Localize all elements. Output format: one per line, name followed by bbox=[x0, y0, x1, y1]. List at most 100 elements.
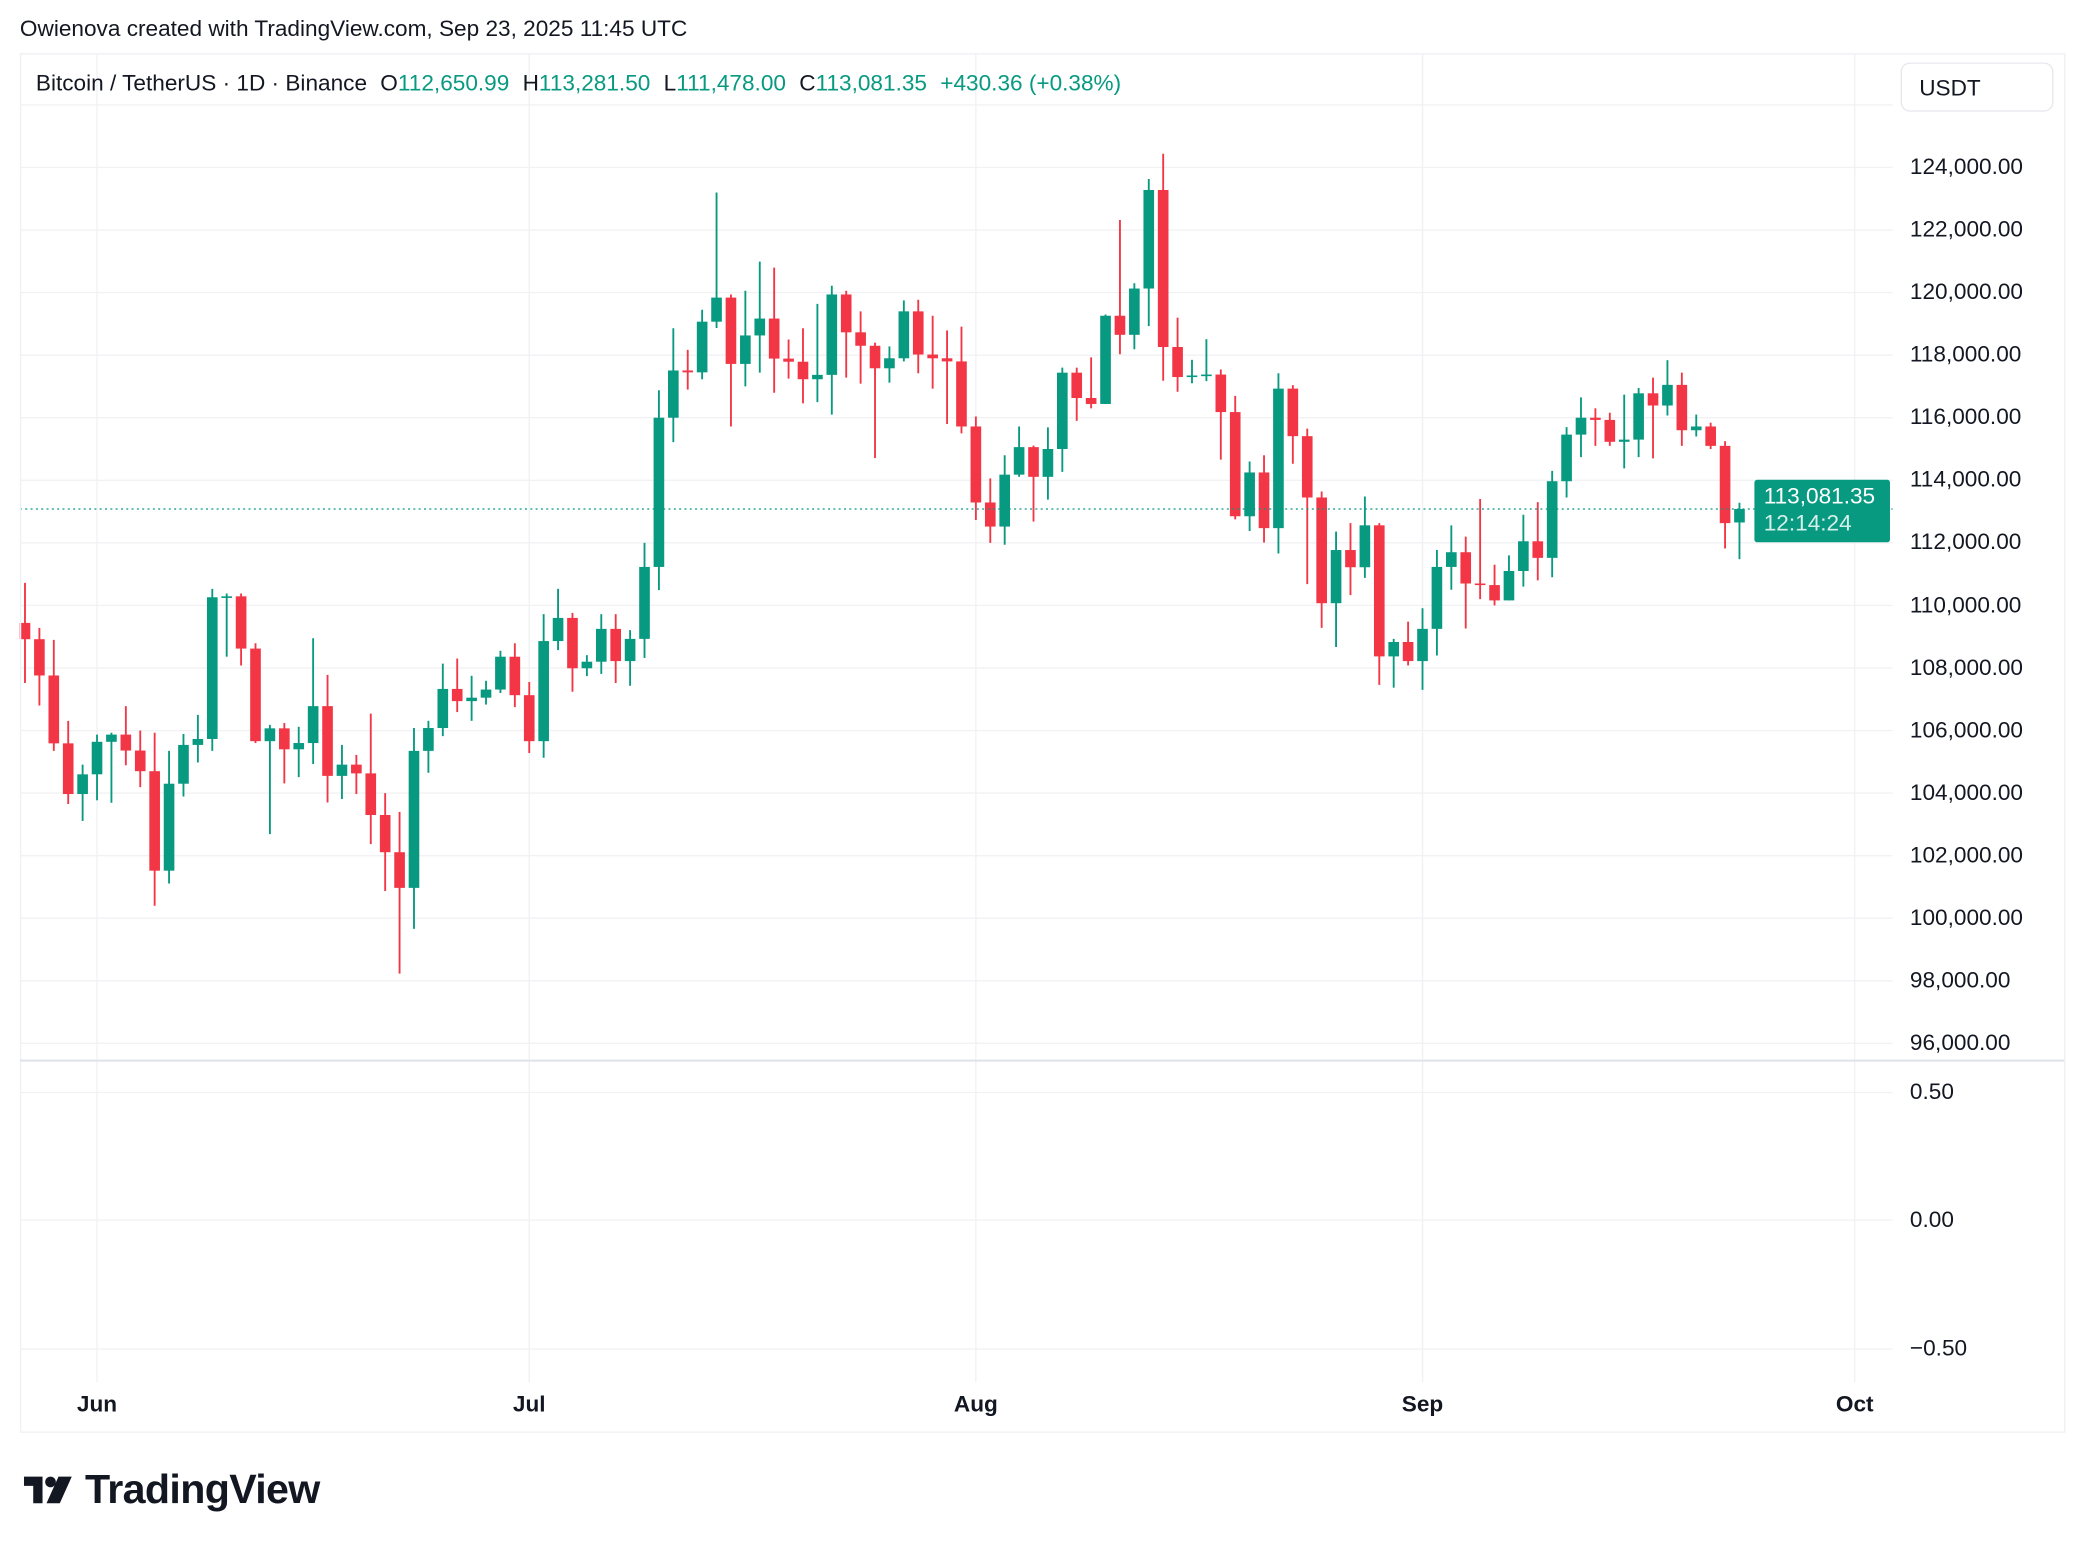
price-axis-label: 112,000.00 bbox=[1909, 529, 2022, 555]
candle-body bbox=[1114, 315, 1126, 335]
candle-down bbox=[523, 682, 535, 754]
candle-body bbox=[1532, 541, 1544, 558]
candle-body bbox=[1561, 434, 1572, 482]
candle-body bbox=[1402, 642, 1414, 662]
indicator-axis-label: 0.50 bbox=[1909, 1079, 1954, 1105]
tradingview-logo[interactable]: TradingView bbox=[23, 1466, 320, 1514]
candle-body bbox=[1676, 384, 1688, 431]
price-axis-label: 116,000.00 bbox=[1909, 404, 2022, 430]
candle-body bbox=[1273, 388, 1284, 529]
candle-down bbox=[797, 328, 809, 404]
candle-down bbox=[394, 811, 405, 974]
chart-frame bbox=[19, 53, 2066, 1433]
candle-up bbox=[1042, 427, 1054, 500]
candle-down bbox=[1676, 372, 1688, 446]
candle-down bbox=[1258, 455, 1270, 543]
candle-body bbox=[639, 566, 650, 639]
candle-up bbox=[163, 750, 175, 884]
candle-up bbox=[884, 346, 895, 383]
candle-down bbox=[970, 416, 982, 521]
candle-body bbox=[1474, 583, 1486, 586]
price-axis-label: 114,000.00 bbox=[1909, 466, 2022, 493]
candle-body bbox=[984, 502, 996, 527]
close-label: C bbox=[799, 70, 816, 96]
candle-down bbox=[1489, 564, 1500, 606]
candle-down bbox=[1590, 408, 1601, 446]
candle-body bbox=[595, 628, 607, 662]
candle-body bbox=[538, 641, 549, 742]
candles bbox=[19, 153, 1745, 974]
candle-down bbox=[1028, 445, 1039, 522]
candle-body bbox=[1373, 525, 1385, 657]
change-value: +430.36 (+0.38%) bbox=[940, 70, 1122, 96]
candle-body bbox=[264, 728, 276, 742]
candle-body bbox=[250, 648, 261, 742]
candle-body bbox=[1546, 481, 1558, 558]
candle-body bbox=[1662, 384, 1673, 406]
candle-body bbox=[1258, 472, 1270, 529]
candle-body bbox=[1129, 288, 1140, 335]
candle-down bbox=[1172, 317, 1183, 392]
candle-body bbox=[1489, 585, 1500, 601]
candle-down bbox=[1604, 412, 1616, 446]
candle-down bbox=[1316, 491, 1327, 628]
candle-body bbox=[754, 318, 766, 336]
candle-body bbox=[1417, 628, 1428, 662]
candle-body bbox=[898, 311, 910, 359]
symbol-title[interactable]: Bitcoin / TetherUS · 1D · Binance bbox=[35, 70, 368, 96]
candle-up bbox=[1143, 179, 1155, 327]
candle-down bbox=[62, 720, 74, 805]
candle-body bbox=[567, 617, 578, 669]
candle-body bbox=[1388, 642, 1400, 657]
candle-up bbox=[1359, 496, 1371, 578]
candle-body bbox=[855, 332, 866, 346]
candle-up bbox=[1690, 414, 1702, 437]
candle-down bbox=[1229, 395, 1241, 520]
candle-body bbox=[912, 311, 924, 355]
candle-down bbox=[610, 614, 622, 683]
candle-body bbox=[581, 661, 593, 669]
candle-down bbox=[351, 754, 362, 795]
candle-body bbox=[279, 728, 290, 750]
candle-up bbox=[1186, 359, 1198, 384]
time-axis-label: Jul bbox=[512, 1391, 546, 1417]
candle-body bbox=[1460, 552, 1472, 584]
candle-up bbox=[293, 726, 305, 778]
candle-body bbox=[134, 750, 146, 772]
candle-up bbox=[423, 720, 434, 773]
candle-down bbox=[1345, 523, 1356, 596]
candle-down bbox=[725, 294, 737, 427]
candle-body bbox=[797, 361, 809, 380]
price-axis-label: 102,000.00 bbox=[1909, 842, 2024, 868]
candle-body bbox=[509, 656, 521, 696]
candle-down bbox=[1474, 499, 1486, 600]
candle-down bbox=[912, 299, 924, 374]
candle-body bbox=[523, 695, 535, 742]
currency-button[interactable]: USDT bbox=[1900, 62, 2054, 112]
candle-body bbox=[163, 783, 175, 871]
candle-down bbox=[19, 582, 31, 683]
candle-up bbox=[1546, 470, 1558, 578]
candle-up bbox=[336, 744, 348, 800]
candle-up bbox=[307, 638, 319, 765]
candle-up bbox=[1431, 550, 1443, 656]
high-label: H bbox=[522, 70, 539, 96]
candle-body bbox=[610, 628, 622, 662]
candle-up bbox=[581, 655, 593, 677]
close-value: 113,081.35 bbox=[815, 70, 927, 96]
candle-body bbox=[336, 764, 348, 776]
candle-body bbox=[1590, 417, 1601, 420]
candle-body bbox=[206, 597, 218, 739]
candle-body bbox=[62, 743, 74, 795]
candle-up bbox=[437, 663, 449, 737]
bar-countdown: 12:14:24 bbox=[1763, 510, 1852, 536]
candle-body bbox=[351, 764, 362, 774]
candle-body bbox=[1085, 398, 1097, 404]
candle-body bbox=[423, 728, 434, 751]
candle-up bbox=[106, 732, 117, 803]
price-axis-label: 96,000.00 bbox=[1909, 1030, 2011, 1056]
candle-down bbox=[768, 267, 780, 393]
candle-down bbox=[783, 339, 794, 379]
candle-down bbox=[451, 658, 463, 713]
